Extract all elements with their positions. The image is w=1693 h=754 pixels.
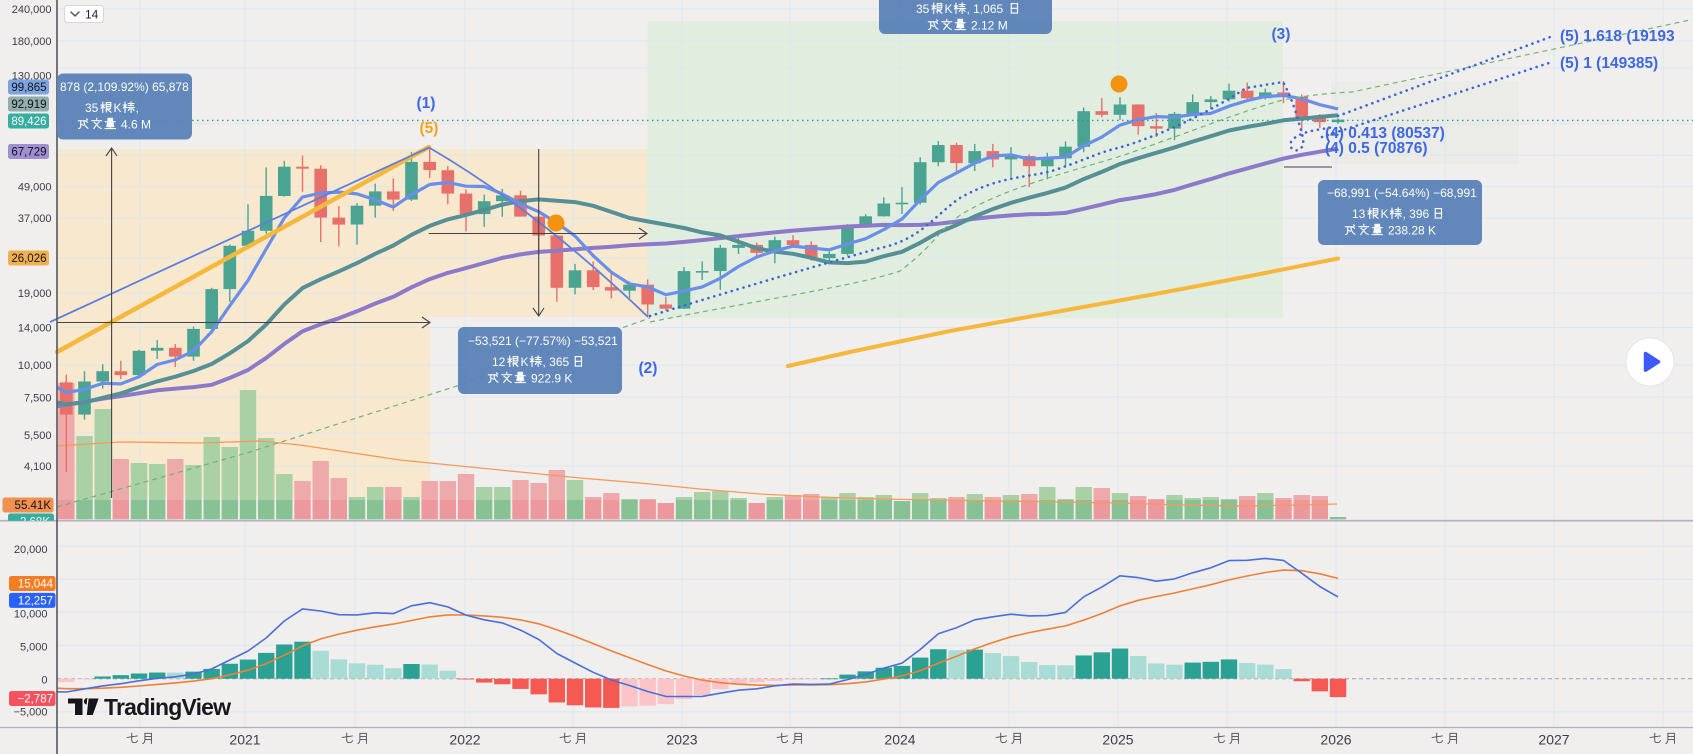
svg-text:(3): (3) xyxy=(1272,26,1291,43)
svg-text:,: , xyxy=(136,101,139,115)
svg-text:35: 35 xyxy=(85,101,99,115)
svg-text:4.6 M: 4.6 M xyxy=(121,118,151,132)
svg-text:14: 14 xyxy=(85,8,99,22)
svg-text:(2): (2) xyxy=(639,360,658,377)
svg-text:878 (2,109.92%) 65,878: 878 (2,109.92%) 65,878 xyxy=(60,80,189,94)
svg-text:180,000: 180,000 xyxy=(12,36,52,48)
svg-text:, 365: , 365 xyxy=(543,355,570,369)
svg-text:12,257: 12,257 xyxy=(18,596,53,608)
svg-text:K: K xyxy=(945,2,953,16)
svg-text:, 1,065: , 1,065 xyxy=(967,2,1004,16)
svg-text:2027: 2027 xyxy=(1538,732,1569,748)
svg-text:TradingView: TradingView xyxy=(104,694,231,720)
svg-text:5,500: 5,500 xyxy=(24,430,52,442)
svg-text:2023: 2023 xyxy=(666,732,697,748)
svg-text:37,000: 37,000 xyxy=(18,213,52,225)
svg-text:49,000: 49,000 xyxy=(18,182,52,194)
svg-text:K: K xyxy=(114,101,122,115)
svg-text:−68,991 (−54.64%) −68,991: −68,991 (−54.64%) −68,991 xyxy=(1327,186,1477,200)
svg-text:7,500: 7,500 xyxy=(24,393,52,405)
svg-text:238.28 K: 238.28 K xyxy=(1388,224,1436,238)
svg-text:−53,521 (−77.57%) −53,521: −53,521 (−77.57%) −53,521 xyxy=(468,334,618,348)
svg-text:(4) 0.5 (70876): (4) 0.5 (70876) xyxy=(1325,140,1428,157)
svg-text:19,000: 19,000 xyxy=(18,288,52,300)
svg-text:20,000: 20,000 xyxy=(14,544,48,556)
svg-text:(4) 0.413 (80537): (4) 0.413 (80537) xyxy=(1325,125,1445,142)
svg-text:922.9 K: 922.9 K xyxy=(531,372,572,386)
svg-text:2026: 2026 xyxy=(1320,732,1351,748)
svg-text:2024: 2024 xyxy=(884,732,915,748)
svg-text:5,000: 5,000 xyxy=(20,642,48,654)
svg-text:15,044: 15,044 xyxy=(18,579,54,591)
svg-text:35: 35 xyxy=(916,2,930,16)
svg-text:13: 13 xyxy=(1352,207,1366,221)
svg-text:2.68K: 2.68K xyxy=(20,517,50,529)
svg-text:14,000: 14,000 xyxy=(18,323,52,335)
svg-text:10,000: 10,000 xyxy=(18,360,52,372)
svg-text:K: K xyxy=(521,355,529,369)
svg-text:99,865: 99,865 xyxy=(11,82,46,94)
svg-text:(1): (1) xyxy=(417,95,436,112)
svg-text:(5): (5) xyxy=(420,120,439,137)
svg-text:26,026: 26,026 xyxy=(11,253,46,265)
svg-text:2.12 M: 2.12 M xyxy=(971,19,1008,33)
svg-text:92,919: 92,919 xyxy=(11,99,46,111)
svg-text:240,000: 240,000 xyxy=(12,4,52,16)
svg-text:2025: 2025 xyxy=(1102,732,1133,748)
svg-text:0: 0 xyxy=(41,675,47,687)
svg-text:(5) 1.618 (19193: (5) 1.618 (19193 xyxy=(1560,28,1675,45)
svg-text:67,729: 67,729 xyxy=(11,147,46,159)
svg-text:, 396: , 396 xyxy=(1403,207,1430,221)
svg-text:55.41K: 55.41K xyxy=(15,500,52,512)
svg-text:89,426: 89,426 xyxy=(11,116,46,128)
svg-text:−2,787: −2,787 xyxy=(18,694,54,706)
svg-text:12: 12 xyxy=(492,355,506,369)
svg-text:−5,000: −5,000 xyxy=(14,707,48,719)
svg-text:4,100: 4,100 xyxy=(24,461,52,473)
svg-text:K: K xyxy=(1381,207,1389,221)
svg-text:2022: 2022 xyxy=(449,732,480,748)
svg-text:2021: 2021 xyxy=(229,732,260,748)
svg-text:(5) 1 (149385): (5) 1 (149385) xyxy=(1560,55,1658,72)
svg-text:10,000: 10,000 xyxy=(14,609,48,621)
